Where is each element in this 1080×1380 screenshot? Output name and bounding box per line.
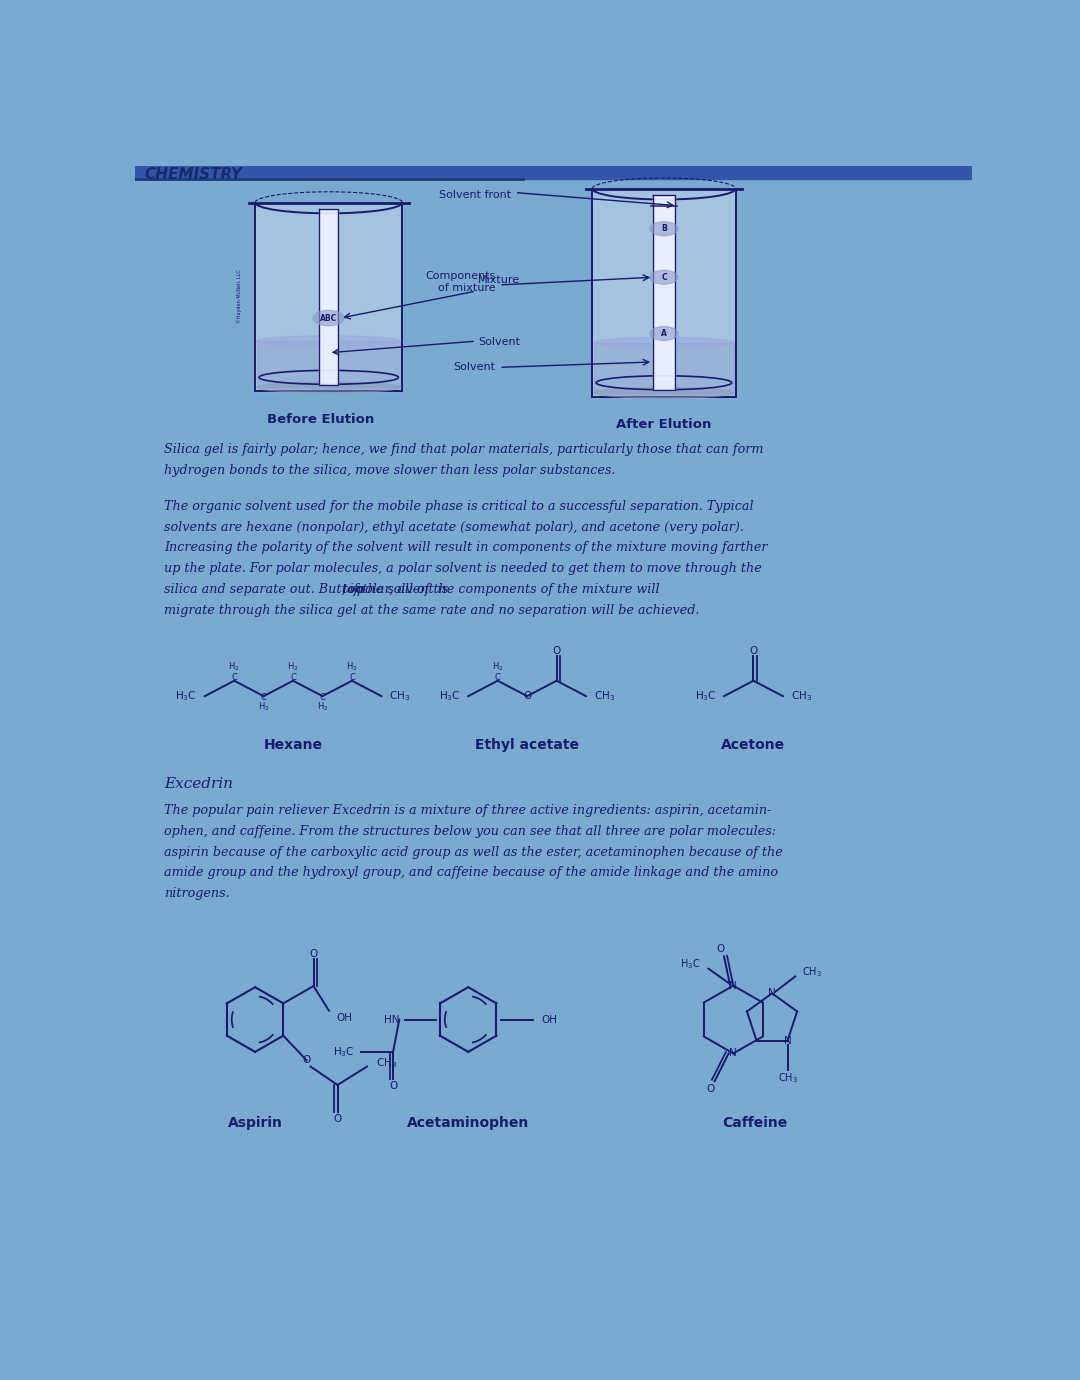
Text: Acetaminophen: Acetaminophen <box>407 1116 529 1130</box>
Text: Acetone: Acetone <box>721 738 785 752</box>
Text: N: N <box>784 1036 792 1046</box>
Text: $\mathregular{CH_3}$: $\mathregular{CH_3}$ <box>778 1071 797 1085</box>
Ellipse shape <box>650 270 678 284</box>
Text: C: C <box>661 273 666 282</box>
Text: $\mathregular{H_2}$: $\mathregular{H_2}$ <box>316 701 328 713</box>
Text: A: A <box>661 328 666 338</box>
Text: Increasing the polarity of the solvent will result in components of the mixture : Increasing the polarity of the solvent w… <box>164 541 768 555</box>
Text: too: too <box>341 582 364 596</box>
Text: O: O <box>302 1056 311 1065</box>
Polygon shape <box>255 203 403 391</box>
Text: B: B <box>661 224 666 233</box>
Text: $\mathregular{CH_3}$: $\mathregular{CH_3}$ <box>791 689 812 702</box>
Text: C: C <box>495 673 501 682</box>
Bar <box>257 341 401 388</box>
Text: solvents are hexane (nonpolar), ethyl acetate (somewhat polar), and acetone (ver: solvents are hexane (nonpolar), ethyl ac… <box>164 520 744 534</box>
Ellipse shape <box>257 335 401 346</box>
Text: C: C <box>320 693 325 702</box>
Text: hydrogen bonds to the silica, move slower than less polar substances.: hydrogen bonds to the silica, move slowe… <box>164 464 616 476</box>
Text: Ethyl acetate: Ethyl acetate <box>475 738 579 752</box>
Text: Silica gel is fairly polar; hence, we find that polar materials, particularly th: Silica gel is fairly polar; hence, we fi… <box>164 443 764 455</box>
Bar <box>653 195 675 391</box>
Text: C: C <box>291 673 296 682</box>
Polygon shape <box>592 189 735 396</box>
Text: Components: Components <box>426 270 496 282</box>
Text: Hexane: Hexane <box>264 738 323 752</box>
Text: $\mathregular{H_3C}$: $\mathregular{H_3C}$ <box>694 689 716 702</box>
Text: $\mathregular{CH_3}$: $\mathregular{CH_3}$ <box>389 689 410 702</box>
Text: polar, all of the components of the mixture will: polar, all of the components of the mixt… <box>353 582 660 596</box>
Text: ABC: ABC <box>320 313 337 323</box>
Text: $\mathregular{H_2}$: $\mathregular{H_2}$ <box>229 661 240 673</box>
Text: N: N <box>729 1049 738 1058</box>
Text: Solvent: Solvent <box>454 362 496 373</box>
Text: Before Elution: Before Elution <box>268 413 375 426</box>
Text: N: N <box>768 988 775 998</box>
Text: O: O <box>750 646 757 657</box>
Text: CHEMISTRY: CHEMISTRY <box>145 167 242 182</box>
Text: Solvent front: Solvent front <box>438 190 511 200</box>
Text: $\mathregular{H_2}$: $\mathregular{H_2}$ <box>491 661 503 673</box>
Text: Solvent: Solvent <box>478 337 521 346</box>
Text: $\mathregular{H_2}$: $\mathregular{H_2}$ <box>258 701 269 713</box>
Text: O: O <box>553 646 561 657</box>
Text: O: O <box>706 1083 714 1094</box>
Text: C: C <box>349 673 355 682</box>
Text: $\mathregular{H_3C}$: $\mathregular{H_3C}$ <box>333 1045 354 1058</box>
Ellipse shape <box>594 388 734 399</box>
Bar <box>320 208 338 385</box>
Text: Excedrin: Excedrin <box>164 777 233 791</box>
Text: $\mathregular{CH_3}$: $\mathregular{CH_3}$ <box>376 1057 397 1071</box>
Text: amide group and the hydroxyl group, and caffeine because of the amide linkage an: amide group and the hydroxyl group, and … <box>164 867 779 879</box>
Ellipse shape <box>594 337 734 348</box>
Text: O: O <box>334 1114 341 1123</box>
Text: O: O <box>717 944 725 954</box>
Text: nitrogens.: nitrogens. <box>164 887 230 900</box>
Text: The organic solvent used for the mobile phase is critical to a successful separa: The organic solvent used for the mobile … <box>164 500 754 513</box>
Text: $\mathregular{CH_3}$: $\mathregular{CH_3}$ <box>801 965 822 978</box>
Text: $\mathregular{H_2}$: $\mathregular{H_2}$ <box>287 661 299 673</box>
Text: C: C <box>260 693 267 702</box>
Bar <box>135 166 972 179</box>
Text: OH: OH <box>337 1013 353 1024</box>
Text: Aspirin: Aspirin <box>228 1116 283 1130</box>
Text: $\mathregular{H_3C}$: $\mathregular{H_3C}$ <box>438 689 460 702</box>
Text: $\mathregular{H_3C}$: $\mathregular{H_3C}$ <box>175 689 197 702</box>
Text: O: O <box>523 691 531 701</box>
Text: migrate through the silica gel at the same rate and no separation will be achiev: migrate through the silica gel at the sa… <box>164 603 700 617</box>
Text: O: O <box>309 948 318 959</box>
Ellipse shape <box>313 310 345 326</box>
Text: silica and separate out. But, if the solvent is: silica and separate out. But, if the sol… <box>164 582 453 596</box>
Text: C: C <box>231 673 238 682</box>
Text: of mixture: of mixture <box>437 283 496 294</box>
Text: ophen, and caffeine. From the structures below you can see that all three are po: ophen, and caffeine. From the structures… <box>164 825 777 838</box>
Text: Caffeine: Caffeine <box>723 1116 787 1130</box>
Bar <box>594 342 734 393</box>
Ellipse shape <box>257 382 401 393</box>
Text: Mixture: Mixture <box>478 275 521 284</box>
Text: The popular pain reliever Excedrin is a mixture of three active ingredients: asp: The popular pain reliever Excedrin is a … <box>164 805 772 817</box>
Ellipse shape <box>650 327 678 341</box>
Text: $\mathregular{H_2}$: $\mathregular{H_2}$ <box>347 661 357 673</box>
Text: After Elution: After Elution <box>616 418 712 431</box>
Text: $\mathregular{CH_3}$: $\mathregular{CH_3}$ <box>594 689 615 702</box>
Text: O: O <box>389 1081 397 1090</box>
Text: ©Hayden-McNeil, LLC: ©Hayden-McNeil, LLC <box>237 269 242 323</box>
Text: aspirin because of the carboxylic acid group as well as the ester, acetaminophen: aspirin because of the carboxylic acid g… <box>164 846 783 858</box>
Text: $\mathregular{H_3C}$: $\mathregular{H_3C}$ <box>680 958 701 972</box>
Text: OH: OH <box>541 1014 557 1024</box>
Text: N: N <box>729 981 738 991</box>
Ellipse shape <box>650 222 678 236</box>
Text: HN: HN <box>383 1014 400 1024</box>
Text: up the plate. For polar molecules, a polar solvent is needed to get them to move: up the plate. For polar molecules, a pol… <box>164 562 762 575</box>
